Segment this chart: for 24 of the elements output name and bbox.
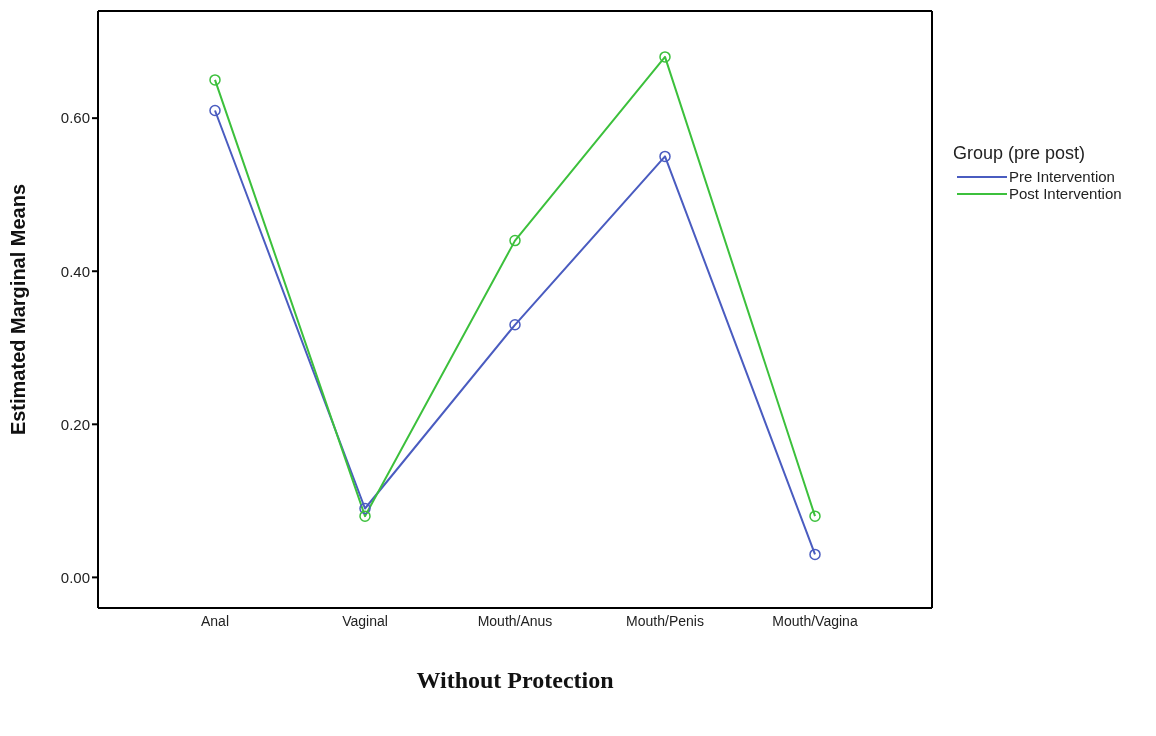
x-tick-label: Anal [200, 612, 230, 629]
x-tick-label: Mouth/Anus [477, 612, 553, 629]
point [659, 150, 671, 163]
y-tick-label: 0.20 [60, 415, 90, 433]
y-axis-title: Estimated Marginal Means [7, 183, 30, 436]
point [659, 51, 671, 63]
point [809, 510, 821, 522]
x-tick-label: Mouth/Penis [626, 612, 704, 629]
x-axis-title: Without Protection [416, 667, 614, 693]
legend-label: Post Intervention [1009, 185, 1122, 202]
y-tick-label: 0.60 [60, 109, 90, 127]
point [359, 510, 371, 522]
y-tick-label: 0.00 [60, 568, 90, 586]
x-tick-label: Mouth/Vagina [772, 612, 858, 629]
x-tick-label: Vaginal [342, 612, 388, 629]
legend-title: Group (pre post) [953, 143, 1087, 164]
legend-label: Pre Intervention [1009, 168, 1115, 185]
point [209, 104, 221, 117]
point [809, 548, 821, 561]
y-tick-label: 0.40 [60, 262, 90, 280]
point [509, 234, 521, 247]
point [209, 74, 221, 86]
point [359, 502, 371, 515]
point [509, 319, 521, 331]
